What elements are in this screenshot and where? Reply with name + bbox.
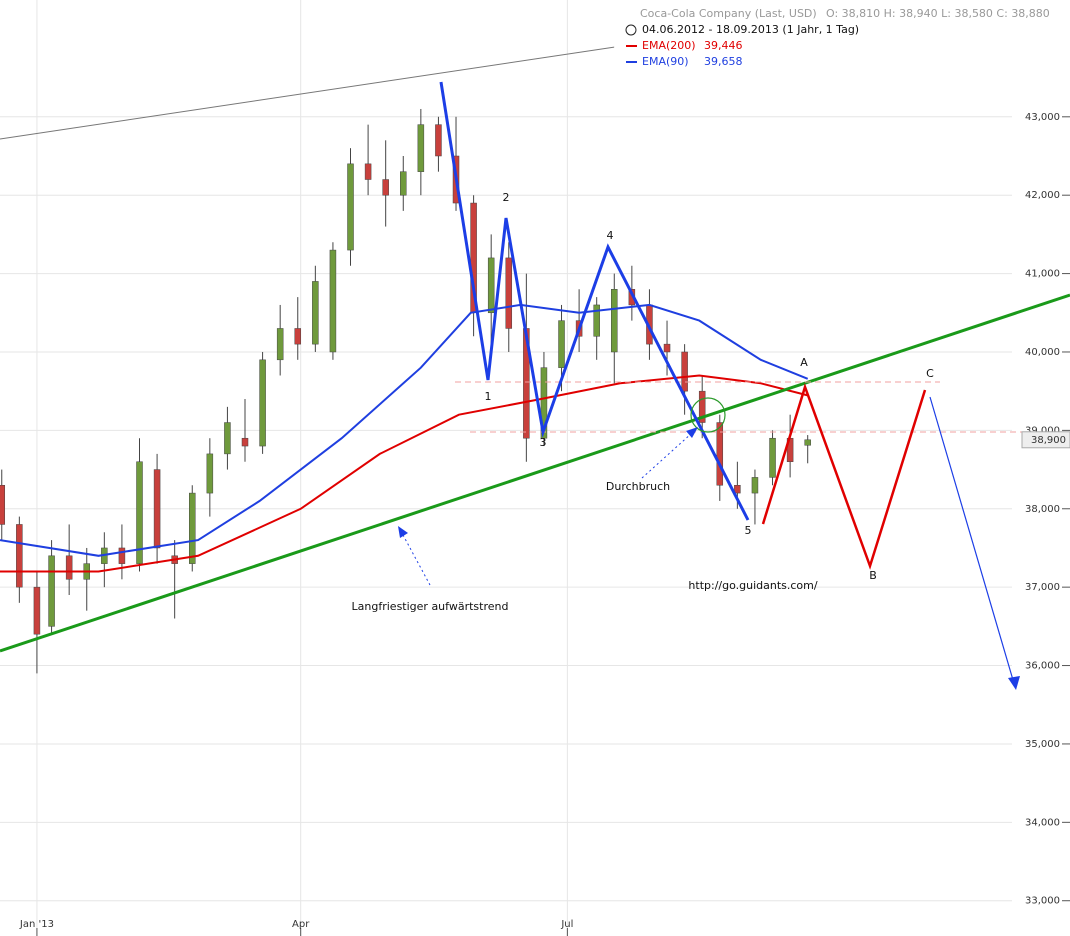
y-tick-label: 39,000 <box>1025 425 1060 436</box>
candle-body <box>593 304 600 337</box>
y-tick-label: 43,000 <box>1025 112 1060 123</box>
candle-body <box>16 524 23 588</box>
candle-body <box>347 163 354 251</box>
x-tick-label: Jan '13 <box>19 919 54 930</box>
candle-body <box>382 179 389 196</box>
candle-body <box>716 422 724 486</box>
annotation: Langfriestiger aufwärtstrend <box>352 600 509 613</box>
y-tick-label: 41,000 <box>1025 269 1060 280</box>
wave-label: C <box>926 367 934 380</box>
axes: 33,000 34,000 35,000 36,000 37,000 38,000 39,0… <box>19 112 1070 936</box>
trend-line <box>0 293 1070 653</box>
candle-body <box>294 328 302 345</box>
candle-body <box>259 359 266 447</box>
candle-body <box>400 171 407 196</box>
candle-body <box>505 257 513 329</box>
candle-body <box>153 469 161 549</box>
y-tick-label: 36,000 <box>1025 661 1060 672</box>
projection-line <box>761 383 927 570</box>
legend-name: EMA(90) <box>642 55 689 68</box>
legend-name: EMA(200) <box>642 39 696 52</box>
candle-body <box>206 453 214 494</box>
candle-body <box>487 257 495 314</box>
candle-body <box>364 163 372 180</box>
annotations: 1 2 3 4 5 A B C Durchbruch Langfriestige… <box>0 46 1070 690</box>
annotation: Durchbruch <box>606 480 670 493</box>
wave-label: 5 <box>745 524 752 537</box>
candle-body <box>65 555 73 580</box>
y-tick-label: 42,000 <box>1025 190 1060 201</box>
legend-value: 39,446 <box>704 39 743 52</box>
wave-label: 1 <box>485 390 492 403</box>
wave-label: 2 <box>503 191 510 204</box>
x-tick-label: Apr <box>292 919 310 930</box>
wave-label: 3 <box>540 436 547 449</box>
candle-body <box>804 439 811 446</box>
legend-range: 04.06.2012 - 18.09.2013 (1 Jahr, 1 Tag) <box>642 23 859 36</box>
arrow-head <box>1008 676 1020 690</box>
candle-body <box>417 124 425 172</box>
candle-body <box>33 586 41 635</box>
candle-body <box>189 492 196 564</box>
wave-line <box>439 81 750 521</box>
candle-body <box>0 484 6 525</box>
y-tick-label: 35,000 <box>1025 739 1060 750</box>
candle-body <box>734 484 741 494</box>
projection-arrow <box>929 396 1014 681</box>
candle-body <box>698 390 706 423</box>
grid <box>0 0 1012 936</box>
x-tick-label: Jul <box>560 919 573 930</box>
legend-title: Coca-Cola Company (Last, USD) <box>640 7 817 20</box>
candle-body <box>751 477 759 494</box>
candle-body <box>558 320 565 368</box>
y-tick-label: 33,000 <box>1025 896 1060 907</box>
wave-label: B <box>869 569 877 582</box>
legend-value: 39,658 <box>704 55 743 68</box>
pointer <box>641 432 693 479</box>
candle-body <box>663 343 671 353</box>
upper-channel <box>0 46 616 140</box>
legend-box <box>614 0 1034 72</box>
wave-label: 4 <box>607 229 614 242</box>
candle-body <box>540 367 548 439</box>
y-tick-label: 40,000 <box>1025 347 1060 358</box>
ema-line <box>0 303 809 557</box>
wave-label: A <box>800 356 808 369</box>
last-price-box <box>1021 431 1070 449</box>
candle-body <box>681 351 688 392</box>
candle-body <box>118 547 126 564</box>
legend-ohlc: O: 38,810 H: 38,940 L: 38,580 C: 38,880 <box>826 7 1050 20</box>
candle-body <box>276 328 284 361</box>
ema-line <box>0 374 808 573</box>
breakout-circle <box>690 397 726 433</box>
legend-series: EMA(200) 39,446 EMA(90) 39,658 <box>626 39 743 68</box>
candle-body <box>312 281 319 345</box>
candle-body <box>136 461 143 564</box>
candle-body <box>769 437 776 478</box>
candle-body <box>435 124 442 157</box>
legend: Coca-Cola Company (Last, USD) O: 38,810 … <box>614 0 1050 72</box>
ema-lines <box>0 303 809 573</box>
y-tick-label: 34,000 <box>1025 817 1060 828</box>
last-price-label: 38,900 <box>1031 435 1066 446</box>
annotation: http://go.guidants.com/ <box>688 579 817 592</box>
candle-body <box>48 555 55 627</box>
y-tick-label: 37,000 <box>1025 582 1060 593</box>
clock-icon <box>625 24 637 36</box>
candle-body <box>241 437 249 447</box>
candle-body <box>329 249 337 353</box>
arrow-head <box>398 526 408 538</box>
arrow-head <box>686 427 698 438</box>
candle-body <box>611 289 618 353</box>
candle-body <box>224 422 231 455</box>
y-tick-label: 38,000 <box>1025 504 1060 515</box>
